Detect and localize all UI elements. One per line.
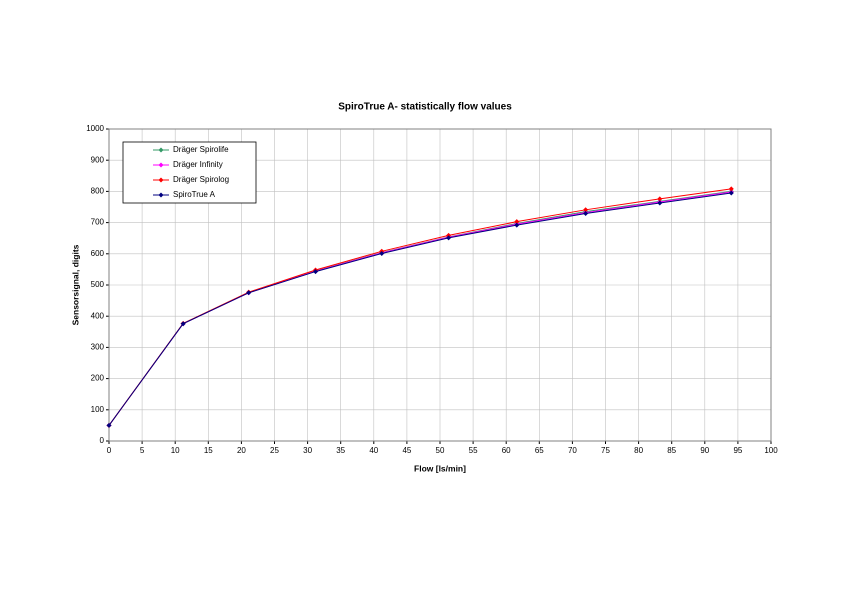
x-tick-label: 70 <box>568 446 577 455</box>
y-tick-label: 300 <box>91 343 105 352</box>
legend-label: Dräger Infinity <box>173 160 223 169</box>
x-tick-label: 50 <box>436 446 445 455</box>
x-tick-label: 30 <box>303 446 312 455</box>
data-point <box>106 422 112 428</box>
x-tick-label: 90 <box>700 446 709 455</box>
series-line <box>108 192 732 426</box>
legend-label: Dräger Spirolog <box>173 175 229 184</box>
y-tick-label: 400 <box>91 311 105 320</box>
y-tick-label: 0 <box>100 436 105 445</box>
x-tick-label: 25 <box>270 446 279 455</box>
series-line <box>108 190 732 426</box>
legend-box <box>122 141 257 204</box>
x-tick-label: 80 <box>634 446 643 455</box>
series-line <box>108 191 732 426</box>
x-tick-label: 100 <box>764 446 778 455</box>
y-axis-label: Sensorsignal, digits <box>70 244 80 325</box>
x-tick-label: 5 <box>140 446 145 455</box>
data-point <box>583 207 589 213</box>
data-point <box>657 196 663 202</box>
legend-marker <box>158 147 164 153</box>
y-tick-label: 600 <box>91 249 105 258</box>
x-tick-label: 10 <box>171 446 180 455</box>
data-point <box>728 186 734 192</box>
x-tick-label: 15 <box>204 446 213 455</box>
chart-title: SpiroTrue A- statistically flow values <box>338 102 512 113</box>
legend-marker <box>158 177 164 183</box>
y-tick-label: 700 <box>91 218 105 227</box>
series-line <box>108 188 732 426</box>
legend-marker <box>158 192 164 198</box>
data-point <box>728 190 734 196</box>
y-tick-label: 100 <box>91 405 105 414</box>
data-point <box>379 250 385 256</box>
legend-label: Dräger Spirolife <box>173 145 229 154</box>
data-point <box>514 219 520 225</box>
y-tick-label: 500 <box>91 280 105 289</box>
x-tick-label: 55 <box>469 446 478 455</box>
x-tick-label: 40 <box>369 446 378 455</box>
y-tick-label: 900 <box>91 155 105 164</box>
data-point <box>583 211 589 217</box>
legend-marker <box>158 162 164 168</box>
legend-label: SpiroTrue A <box>173 190 216 199</box>
data-point <box>657 200 663 206</box>
data-point <box>313 269 319 275</box>
data-point <box>514 222 520 228</box>
y-tick-label: 200 <box>91 374 105 383</box>
y-tick-label: 800 <box>91 187 105 196</box>
x-tick-label: 35 <box>336 446 345 455</box>
x-axis-label: Flow [ls/min] <box>414 463 466 473</box>
plot-frame <box>108 128 772 442</box>
data-point <box>446 235 452 241</box>
x-tick-label: 65 <box>535 446 544 455</box>
x-tick-label: 75 <box>601 446 610 455</box>
data-point <box>246 290 252 296</box>
y-tick-label: 1000 <box>86 124 104 133</box>
x-tick-label: 95 <box>733 446 742 455</box>
x-tick-label: 45 <box>402 446 411 455</box>
x-tick-label: 85 <box>667 446 676 455</box>
data-point <box>180 321 186 327</box>
x-tick-label: 60 <box>502 446 511 455</box>
x-tick-label: 20 <box>237 446 246 455</box>
x-tick-label: 0 <box>107 446 112 455</box>
